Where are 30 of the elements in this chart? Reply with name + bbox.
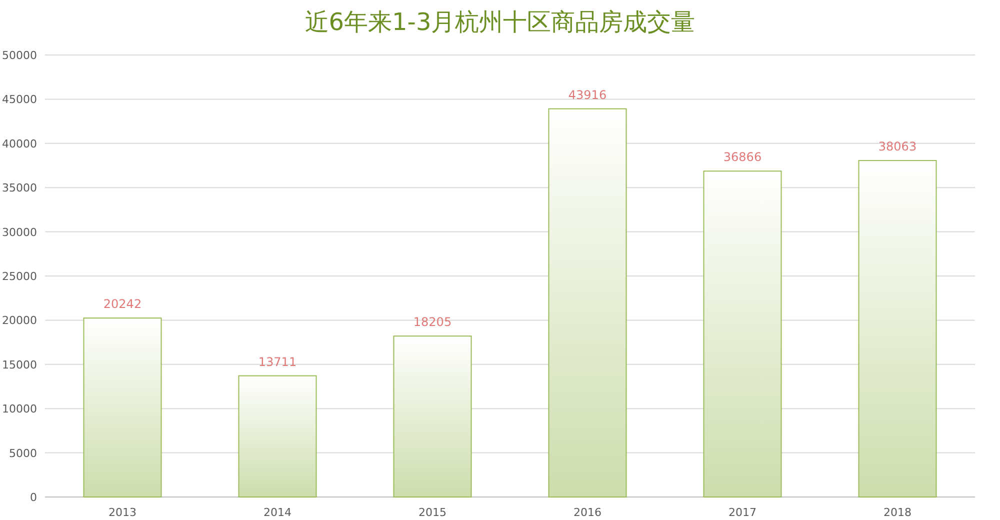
y-tick-label: 20000 <box>2 314 37 328</box>
bar <box>393 336 472 498</box>
y-tick-label: 35000 <box>2 182 37 195</box>
y-tick-label: 50000 <box>2 49 37 62</box>
x-tick-label: 2018 <box>884 506 912 519</box>
x-tick-label: 2015 <box>418 506 446 519</box>
x-tick-label: 2014 <box>264 506 292 519</box>
data-label: 38063 <box>878 140 917 154</box>
y-tick-label: 10000 <box>2 402 37 416</box>
data-label: 13711 <box>258 354 297 369</box>
y-tick-label: 0 <box>30 491 37 504</box>
x-tick-label: 2016 <box>574 506 602 519</box>
x-tick-label: 2013 <box>108 506 136 519</box>
data-label: 43916 <box>568 88 607 102</box>
bar <box>858 160 937 498</box>
chart-title: 近6年来1-3月杭州十区商品房成交量 <box>304 8 696 36</box>
bar <box>238 375 317 498</box>
y-tick-label: 30000 <box>2 226 37 239</box>
data-label: 18205 <box>413 315 452 330</box>
bar <box>703 170 782 498</box>
bar <box>548 108 627 498</box>
data-label: 20242 <box>103 297 142 312</box>
bar <box>83 318 162 498</box>
y-tick-label: 15000 <box>2 358 37 372</box>
x-tick-label: 2017 <box>728 506 756 519</box>
y-tick-label: 5000 <box>9 446 37 460</box>
y-tick-label: 45000 <box>2 93 37 106</box>
y-tick-label: 40000 <box>2 137 37 150</box>
data-label: 36866 <box>723 150 762 164</box>
y-tick-label: 25000 <box>2 270 37 283</box>
